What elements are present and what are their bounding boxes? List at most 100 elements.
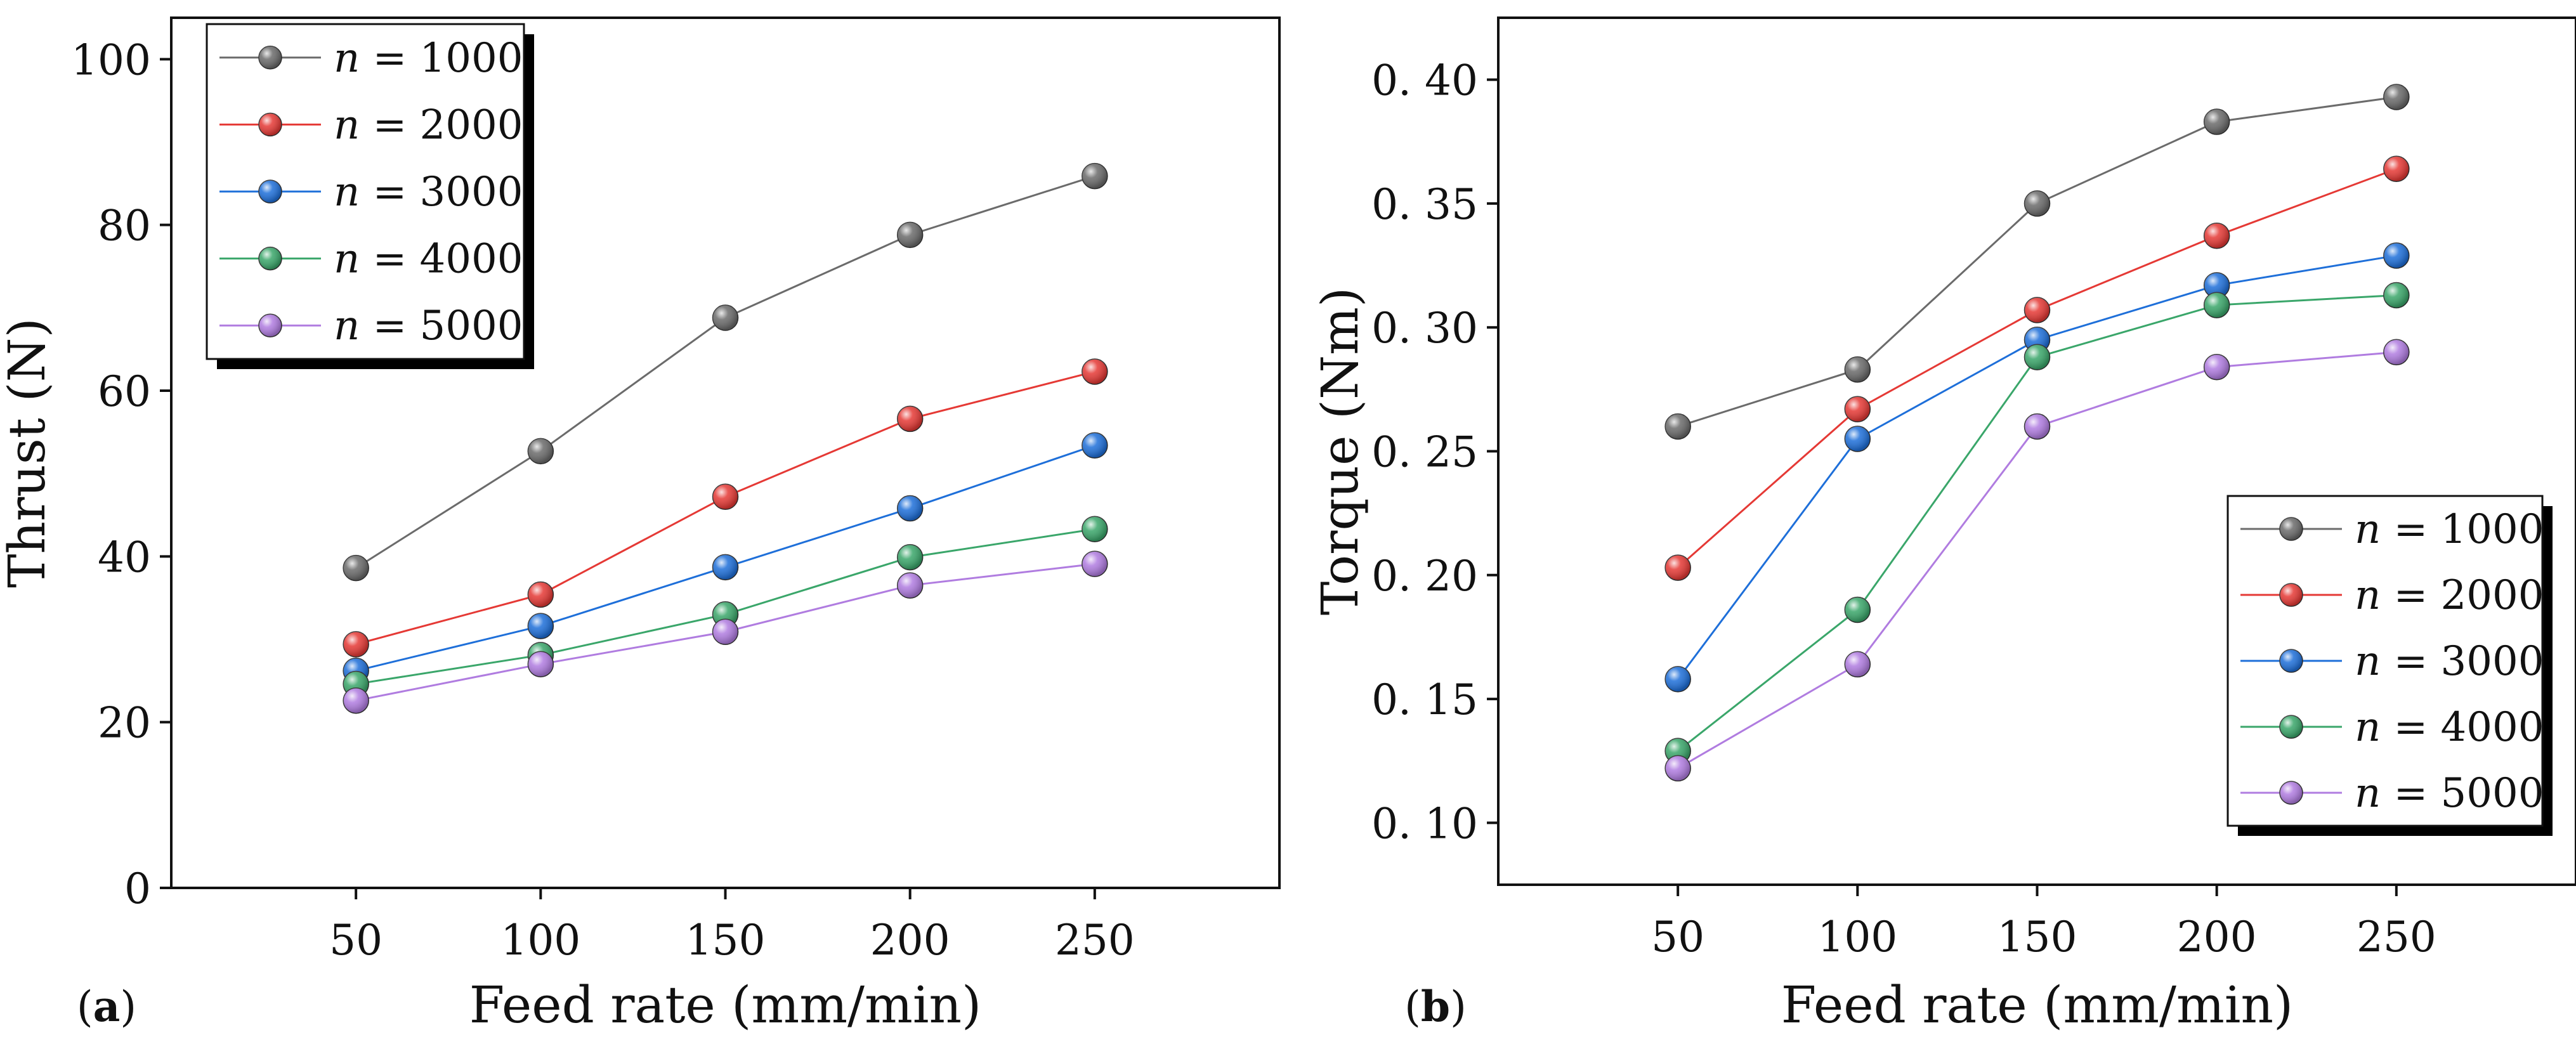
legend-marker-shine <box>2280 518 2303 540</box>
data-point-shine <box>897 222 923 248</box>
legend-label-value: = 5000 <box>2381 770 2544 817</box>
data-point-shine <box>528 651 554 677</box>
panel-label-close: ) <box>1450 982 1467 1031</box>
data-point-shine <box>1845 396 1871 422</box>
y-tick-label: 0. 30 <box>1371 304 1478 353</box>
legend-label-variable: n <box>2355 572 2381 619</box>
data-point-shine <box>897 544 923 570</box>
y-tick-label: 40 <box>98 533 151 582</box>
legend-label-variable: n <box>334 35 360 82</box>
legend-label: n = 1000 <box>2355 506 2544 553</box>
x-tick-label: 250 <box>2357 913 2436 961</box>
data-point-shine <box>2024 344 2050 370</box>
y-tick-label: 0. 35 <box>1371 180 1478 229</box>
legend-label: n = 3000 <box>334 169 523 216</box>
x-tick-label: 100 <box>500 916 580 965</box>
data-point-shine <box>2383 84 2409 110</box>
data-point-shine <box>712 305 738 331</box>
data-point-shine <box>1082 551 1108 577</box>
legend-marker-shine <box>2280 583 2303 606</box>
panel-label: (b) <box>1404 982 1467 1031</box>
legend-label-variable: n <box>334 303 360 349</box>
x-tick-label: 150 <box>686 916 766 965</box>
y-tick-label: 0. 40 <box>1371 56 1478 105</box>
legend-marker-shine <box>2280 649 2303 672</box>
y-tick-label: 0. 10 <box>1371 799 1478 848</box>
legend-label-variable: n <box>334 169 360 216</box>
x-tick-label: 50 <box>1651 913 1704 961</box>
y-tick-label: 0. 25 <box>1371 428 1478 477</box>
legend-label: n = 5000 <box>334 303 523 349</box>
data-point-shine <box>1665 666 1691 692</box>
legend-marker-shine <box>259 180 282 203</box>
x-axis-title: Feed rate (mm/min) <box>469 975 981 1034</box>
legend-marker-shine <box>259 314 282 337</box>
data-point-shine <box>2383 282 2409 308</box>
legend-label-value: = 4000 <box>2381 704 2544 751</box>
legend-label-value: = 2000 <box>360 101 523 148</box>
data-point-shine <box>343 687 369 713</box>
data-point-shine <box>897 495 923 521</box>
legend-label-value: = 1000 <box>360 35 523 82</box>
legend-marker-shine <box>259 46 282 69</box>
legend-label-value: = 3000 <box>2381 638 2544 685</box>
data-point-shine <box>2204 292 2230 318</box>
y-tick-label: 20 <box>98 699 151 748</box>
legend-label-value: = 1000 <box>2381 506 2544 553</box>
x-tick-label: 50 <box>329 916 382 965</box>
x-tick-label: 100 <box>1817 913 1897 961</box>
data-point-shine <box>1845 426 1871 452</box>
data-point-shine <box>1845 356 1871 382</box>
data-point-shine <box>528 613 554 639</box>
data-point-shine <box>528 438 554 464</box>
y-tick-label: 0. 20 <box>1371 552 1478 601</box>
data-point-shine <box>2383 339 2409 365</box>
legend-label-variable: n <box>2355 704 2381 751</box>
panel-label-letter: a <box>93 982 121 1031</box>
legend-label-value: = 2000 <box>2381 572 2544 619</box>
data-point-shine <box>343 555 369 581</box>
data-point-shine <box>2383 242 2409 268</box>
legend-label-value: = 5000 <box>360 303 523 349</box>
legend-label-variable: n <box>334 236 360 283</box>
legend-label-variable: n <box>2355 506 2381 553</box>
legend-label-value: = 4000 <box>360 236 523 283</box>
data-point-shine <box>1082 433 1108 459</box>
legend-label-value: = 3000 <box>360 169 523 216</box>
legend-marker-shine <box>2280 715 2303 738</box>
data-point-shine <box>1665 555 1691 581</box>
data-point-shine <box>2024 190 2050 216</box>
data-point-shine <box>712 484 738 510</box>
legend-label-variable: n <box>334 101 360 148</box>
y-axis-title: Torque (Nm) <box>1311 287 1370 615</box>
legend-label: n = 5000 <box>2355 770 2544 817</box>
thrust-chart-panel: 50 100 150 200 250 0 20 40 60 80 100 Feed rate (mm/… <box>0 16 1281 1034</box>
data-point-shine <box>2024 297 2050 323</box>
legend-label-variable: n <box>2355 770 2381 817</box>
x-tick-label: 150 <box>1997 913 2077 961</box>
legend-label-variable: n <box>2355 638 2381 685</box>
data-point-shine <box>528 582 554 608</box>
legend-label: n = 3000 <box>2355 638 2544 685</box>
legend-marker-shine <box>259 247 282 270</box>
y-axis-title: Thrust (N) <box>0 318 56 588</box>
series-line <box>1677 96 2397 427</box>
data-point-shine <box>2204 223 2230 249</box>
panel-label-open: ( <box>77 982 93 1031</box>
legend-marker-shine <box>259 113 282 136</box>
data-point-shine <box>1845 651 1871 677</box>
x-axis-title: Feed rate (mm/min) <box>1781 975 2293 1034</box>
panel-label-open: ( <box>1404 982 1421 1031</box>
data-point-shine <box>1665 414 1691 440</box>
data-point-shine <box>2204 354 2230 380</box>
legend-label: n = 4000 <box>2355 704 2544 751</box>
x-tick-label: 200 <box>870 916 950 965</box>
data-point-shine <box>2383 156 2409 182</box>
x-tick-label: 200 <box>2177 913 2257 961</box>
legend-label: n = 2000 <box>334 101 523 148</box>
data-point-shine <box>2204 272 2230 298</box>
data-point-shine <box>1082 358 1108 384</box>
data-point-shine <box>897 573 923 599</box>
data-point-shine <box>712 554 738 580</box>
data-point-shine <box>1082 516 1108 542</box>
